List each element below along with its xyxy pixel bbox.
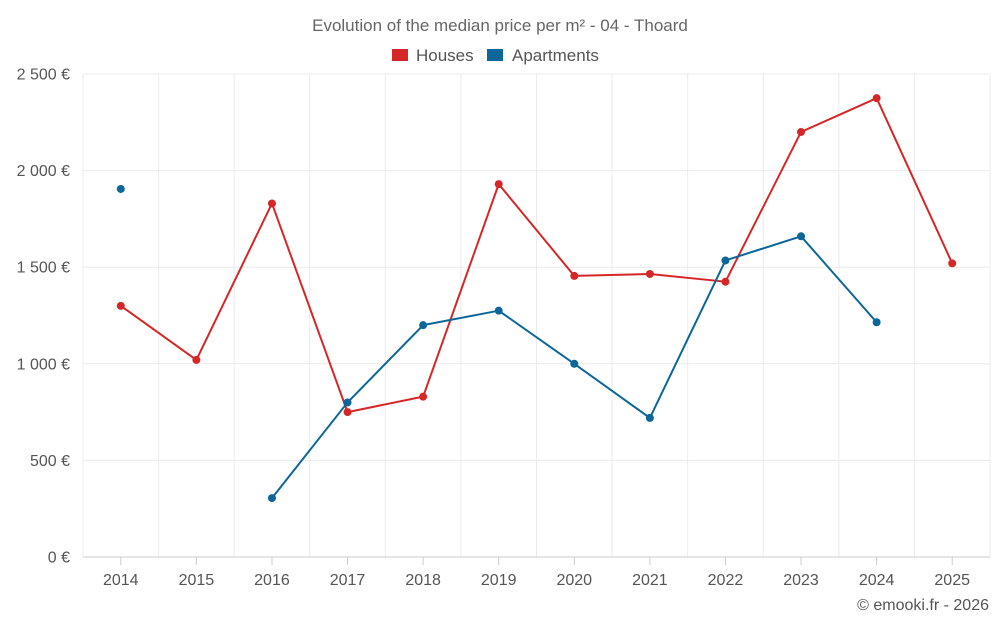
x-tick-label: 2015	[179, 572, 215, 589]
data-point-apartments[interactable]	[721, 256, 730, 265]
data-point-apartments[interactable]	[570, 359, 579, 368]
x-tick-label: 2021	[632, 572, 668, 589]
legend-swatch-houses	[392, 49, 408, 61]
chart-title: Evolution of the median price per m² - 0…	[312, 16, 688, 35]
y-tick-label: 2 000 €	[17, 163, 70, 180]
x-tick-label: 2022	[708, 572, 744, 589]
data-point-houses[interactable]	[797, 127, 806, 136]
x-tick-label: 2016	[254, 572, 290, 589]
legend-item-houses[interactable]: Houses	[392, 46, 474, 65]
y-tick-label: 0 €	[48, 550, 70, 567]
legend-item-apartments[interactable]: Apartments	[487, 46, 599, 65]
y-tick-label: 1 500 €	[17, 260, 70, 277]
data-point-apartments[interactable]	[116, 184, 125, 193]
data-point-houses[interactable]	[494, 180, 503, 189]
data-point-apartments[interactable]	[343, 398, 352, 407]
legend-label-apartments: Apartments	[512, 46, 599, 65]
chart-legend: Houses Apartments	[392, 46, 599, 65]
y-tick-label: 2 500 €	[17, 67, 70, 84]
data-point-houses[interactable]	[948, 259, 957, 268]
data-point-apartments[interactable]	[267, 494, 276, 503]
data-point-houses[interactable]	[570, 271, 579, 280]
series-apartments	[116, 184, 881, 503]
data-point-houses[interactable]	[343, 408, 352, 417]
data-point-houses[interactable]	[116, 301, 125, 310]
data-point-houses[interactable]	[872, 94, 881, 103]
series-houses	[116, 94, 957, 417]
x-axis: 2014 2015 2016 2017 2018 2019 2020 2021 2022 2023…	[83, 556, 990, 589]
series-line-houses	[120, 97, 954, 414]
series-layer	[116, 94, 957, 503]
data-point-apartments[interactable]	[419, 321, 428, 330]
credit-text: © emooki.fr - 2026	[857, 597, 989, 614]
data-point-apartments[interactable]	[494, 306, 503, 315]
data-point-houses[interactable]	[192, 355, 201, 364]
gridlines	[82, 73, 991, 558]
x-tick-label: 2023	[783, 572, 819, 589]
legend-label-houses: Houses	[416, 46, 474, 65]
y-tick-label: 1 000 €	[17, 356, 70, 373]
data-point-houses[interactable]	[721, 277, 730, 286]
data-point-apartments[interactable]	[645, 413, 654, 422]
legend-swatch-apartments	[487, 49, 503, 61]
data-point-houses[interactable]	[419, 392, 428, 401]
x-tick-label: 2025	[934, 572, 970, 589]
x-tick-label: 2020	[556, 572, 592, 589]
data-point-apartments[interactable]	[872, 318, 881, 327]
x-tick-label: 2019	[481, 572, 517, 589]
y-tick-label: 500 €	[30, 453, 70, 470]
data-point-houses[interactable]	[645, 269, 654, 278]
data-point-apartments[interactable]	[797, 232, 806, 241]
x-tick-label: 2017	[330, 572, 366, 589]
data-point-houses[interactable]	[267, 199, 276, 208]
x-tick-label: 2014	[103, 572, 139, 589]
x-tick-label: 2018	[405, 572, 441, 589]
x-tick-label: 2024	[859, 572, 895, 589]
y-axis: 0 € 500 € 1 000 € 1 500 € 2 000 € 2 500 €	[17, 67, 70, 567]
